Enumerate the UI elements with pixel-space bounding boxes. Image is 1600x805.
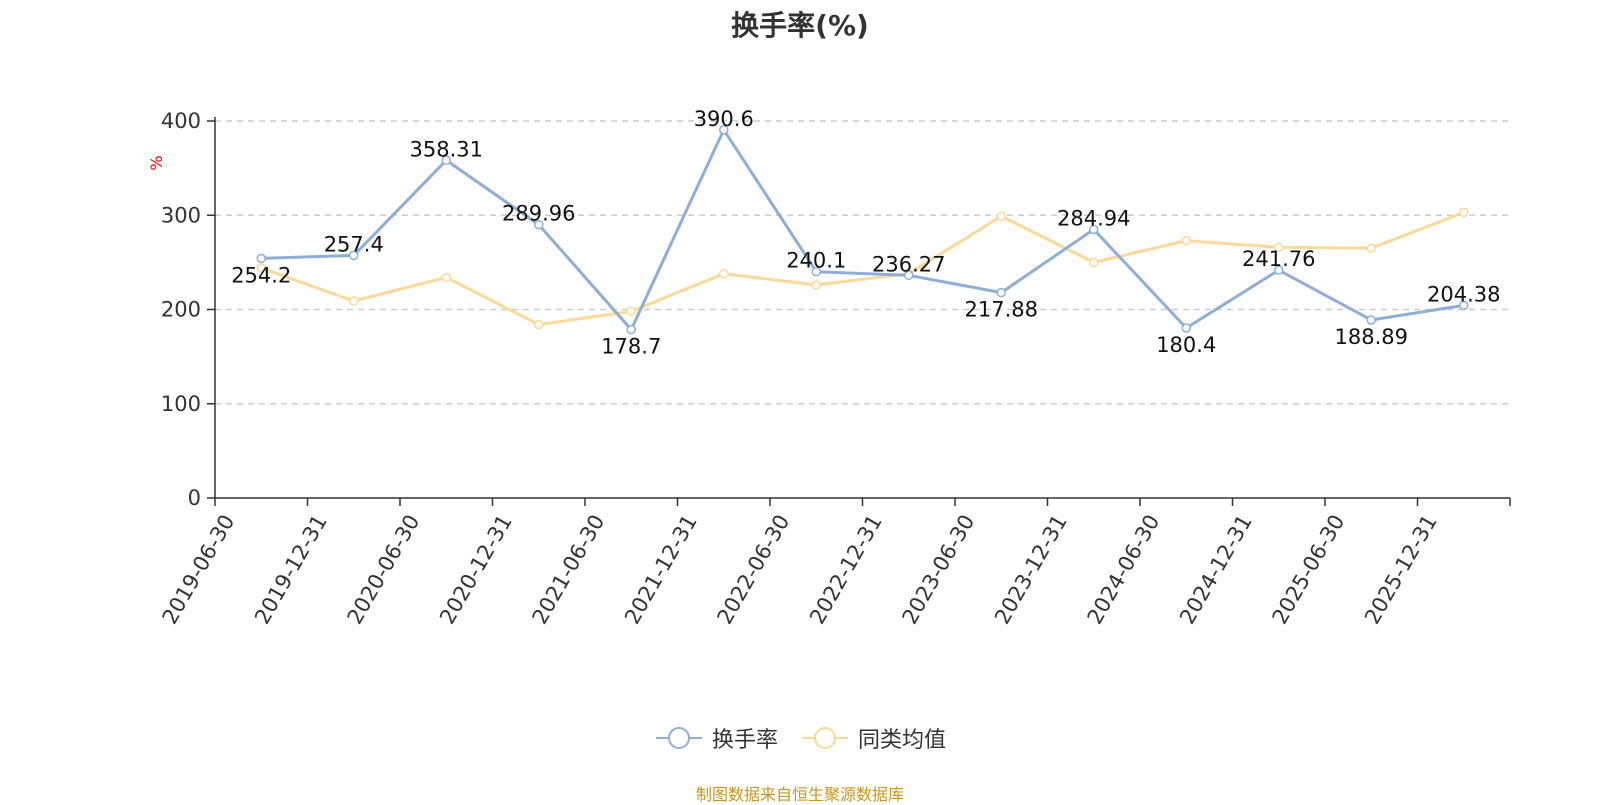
x-tick-label: 2021-12-31 bbox=[620, 511, 702, 629]
data-point-peer-average bbox=[996, 211, 1006, 221]
data-label: 180.4 bbox=[1156, 333, 1216, 357]
x-tick-label: 2021-06-30 bbox=[528, 511, 610, 629]
legend-item-peer-average[interactable]: 同类均值 bbox=[800, 722, 946, 754]
data-label: 289.96 bbox=[502, 202, 575, 226]
chart-title: 换手率(%) bbox=[731, 9, 869, 42]
x-tick-label: 2023-06-30 bbox=[898, 511, 980, 629]
data-point-peer-average bbox=[1274, 242, 1284, 253]
data-label: 390.6 bbox=[694, 107, 754, 131]
series-line-peer-average bbox=[260, 211, 1465, 327]
x-tick-label: 2023-12-31 bbox=[990, 511, 1072, 629]
legend-marker-peer-average bbox=[802, 727, 848, 749]
y-axis-label: % bbox=[147, 155, 166, 170]
x-tick-label: 2022-12-31 bbox=[805, 511, 887, 629]
x-tick-label: 2019-12-31 bbox=[250, 511, 332, 629]
x-tick-label: 2020-12-31 bbox=[435, 511, 517, 629]
data-point-turnover bbox=[904, 270, 914, 281]
data-label: 254.2 bbox=[231, 263, 291, 287]
x-tick-label: 2022-06-30 bbox=[713, 511, 795, 629]
data-point-peer-average bbox=[626, 306, 636, 317]
data-point-turnover bbox=[996, 287, 1006, 298]
x-tick-label: 2025-06-30 bbox=[1268, 511, 1350, 629]
y-tick-label: 100 bbox=[161, 392, 201, 416]
data-point-turnover bbox=[1274, 265, 1284, 275]
data-point-peer-average bbox=[811, 280, 821, 290]
data-point-peer-average bbox=[1089, 257, 1099, 268]
x-tick-label: 2024-06-30 bbox=[1083, 511, 1165, 629]
data-point-peer-average bbox=[1181, 235, 1191, 246]
x-tick-label: 2025-12-31 bbox=[1360, 511, 1442, 629]
data-point-peer-average bbox=[349, 296, 359, 306]
data-point-turnover bbox=[719, 125, 729, 135]
y-tick-label: 0 bbox=[188, 486, 201, 510]
data-label: 204.38 bbox=[1427, 282, 1500, 306]
data-label: 236.27 bbox=[872, 252, 945, 276]
x-tick-label: 2024-12-31 bbox=[1175, 511, 1257, 629]
data-point-turnover bbox=[534, 219, 544, 230]
series-line-turnover bbox=[261, 128, 1464, 332]
legend-item-turnover[interactable]: 换手率 bbox=[654, 722, 778, 754]
legend: 换手率 同类均值 bbox=[0, 722, 1600, 754]
data-point-turnover bbox=[349, 250, 359, 261]
data-point-turnover bbox=[1459, 300, 1469, 311]
data-point-turnover bbox=[256, 253, 266, 264]
data-label: 188.89 bbox=[1335, 325, 1408, 349]
data-point-peer-average bbox=[1366, 243, 1376, 253]
data-label: 257.4 bbox=[324, 232, 384, 256]
data-point-turnover bbox=[626, 324, 636, 335]
x-tick-label: 2020-06-30 bbox=[343, 511, 425, 629]
data-point-peer-average bbox=[534, 319, 544, 330]
data-label: 178.7 bbox=[601, 335, 661, 359]
data-label: 284.94 bbox=[1057, 206, 1130, 230]
data-point-turnover bbox=[1181, 323, 1191, 333]
legend-marker-turnover bbox=[655, 727, 702, 749]
data-point-peer-average bbox=[441, 272, 451, 283]
source-note: 制图数据来自恒生聚源数据库 bbox=[695, 785, 904, 804]
y-tick-label: 200 bbox=[161, 298, 201, 322]
data-label: 241.76 bbox=[1242, 247, 1315, 271]
legend-label-peer-average: 同类均值 bbox=[858, 728, 947, 753]
data-point-turnover bbox=[441, 155, 451, 166]
y-tick-label: 400 bbox=[161, 109, 201, 133]
data-point-peer-average bbox=[1459, 207, 1469, 218]
legend-label-turnover: 换手率 bbox=[711, 728, 778, 753]
data-point-turnover bbox=[811, 266, 821, 277]
data-point-turnover bbox=[1089, 224, 1099, 235]
data-label: 240.1 bbox=[786, 249, 846, 273]
data-point-turnover bbox=[1366, 315, 1376, 325]
data-point-peer-average bbox=[256, 263, 266, 273]
y-tick-label: 300 bbox=[161, 203, 201, 227]
data-label: 217.88 bbox=[965, 298, 1038, 322]
data-point-peer-average bbox=[719, 268, 729, 279]
data-label: 358.31 bbox=[410, 137, 483, 161]
x-tick-label: 2019-06-30 bbox=[158, 511, 240, 629]
